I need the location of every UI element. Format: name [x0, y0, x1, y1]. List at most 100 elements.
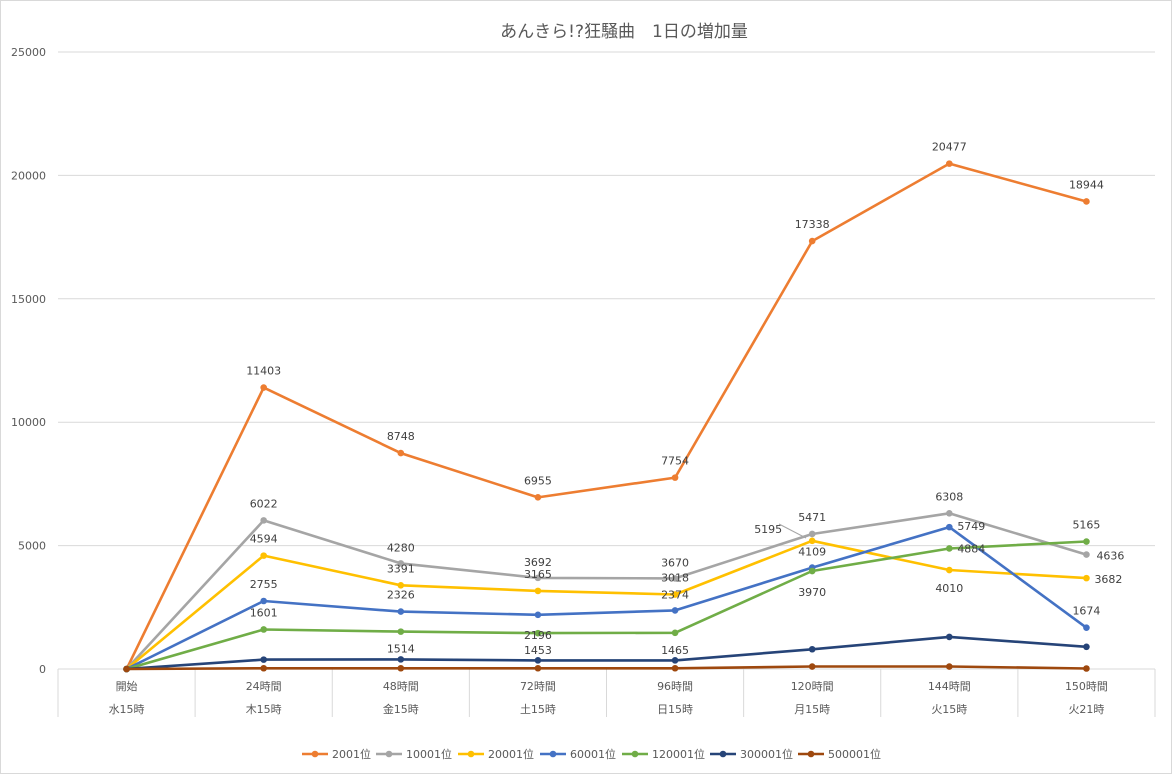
x-tick-label: 120時間 — [791, 680, 834, 693]
data-point — [808, 567, 816, 575]
legend-label: 60001位 — [570, 747, 616, 761]
x-tick-label: 開始 — [116, 679, 138, 693]
series-line — [126, 665, 1087, 671]
series-line — [125, 539, 1087, 671]
data-point — [397, 560, 405, 567]
gridlines — [58, 51, 1155, 547]
legend-label: 2001位 — [332, 747, 371, 761]
data-point — [1083, 643, 1090, 651]
series-line — [125, 511, 1087, 670]
legend-swatch-marker — [549, 750, 557, 758]
x-tick-sublabel: 金15時 — [383, 702, 419, 716]
data-label: 17338 — [795, 218, 830, 231]
data-point — [260, 656, 267, 663]
x-tick-sublabel: 火21時 — [1068, 703, 1104, 716]
data-point — [946, 523, 953, 531]
legend-swatch-marker — [311, 750, 319, 758]
data-point — [534, 657, 542, 664]
data-label: 6308 — [935, 490, 963, 503]
chart-title: あんきら!?狂騒曲 1日の増加量 — [500, 22, 748, 42]
data-point — [671, 657, 679, 664]
data-point — [671, 575, 679, 582]
data-labels: 11403 8748 6955 7754 17338 20477 18944 6022 4280… — [246, 141, 1124, 658]
data-point — [946, 160, 953, 167]
legend-item: 2001位 — [302, 747, 371, 761]
x-tick-label: 72時間 — [520, 680, 556, 693]
data-point — [397, 582, 405, 589]
data-label: 11403 — [246, 365, 281, 378]
data-label: 4109 — [798, 546, 826, 559]
legend-item: 300001位 — [710, 747, 793, 761]
data-point — [260, 552, 267, 559]
data-label: 20477 — [932, 141, 967, 154]
series-line — [126, 525, 1088, 671]
data-label: 7754 — [661, 455, 689, 468]
y-tick-label: 0 — [39, 663, 46, 676]
data-point — [1083, 538, 1090, 545]
data-label: 6022 — [250, 497, 278, 510]
legend-swatch-marker — [467, 750, 475, 758]
legend-label: 120001位 — [652, 747, 705, 761]
data-point — [534, 587, 542, 595]
x-tick-sublabel: 月15時 — [794, 703, 830, 716]
data-point — [1083, 574, 1090, 582]
data-label: 6955 — [524, 474, 552, 487]
data-point — [260, 597, 267, 605]
data-point — [946, 510, 953, 517]
legend-label: 300001位 — [740, 747, 793, 761]
data-point — [808, 537, 816, 545]
data-point — [534, 629, 542, 637]
data-label: 4884 — [957, 542, 985, 555]
data-point — [1083, 551, 1090, 558]
data-label: 1453 — [524, 644, 552, 657]
legend-item: 500001位 — [798, 747, 881, 761]
data-point — [534, 574, 542, 582]
data-point — [808, 237, 816, 245]
series-line — [126, 540, 1087, 671]
data-point — [534, 664, 542, 672]
legend-item: 60001位 — [540, 747, 616, 761]
data-label: 2196 — [524, 629, 552, 642]
data-point — [397, 449, 405, 457]
data-label: 2326 — [387, 589, 415, 602]
x-tick-label: 144時間 — [928, 680, 971, 693]
legend-swatch-marker — [719, 750, 727, 758]
legend-item: 120001位 — [622, 747, 705, 761]
y-tick-label: 20000 — [11, 169, 46, 182]
legend-swatch-marker — [807, 750, 815, 758]
label-leader-line — [778, 523, 807, 539]
data-point — [946, 545, 953, 552]
legend-label: 20001位 — [488, 747, 534, 761]
data-point — [260, 664, 267, 672]
data-point — [123, 665, 130, 673]
data-label: 3682 — [1094, 573, 1122, 586]
data-point — [397, 628, 405, 635]
y-tick-label: 25000 — [11, 46, 46, 59]
data-point — [671, 591, 679, 598]
data-point — [808, 530, 816, 538]
legend-swatch-marker — [385, 750, 393, 758]
data-label: 3018 — [661, 572, 689, 585]
x-tick-label: 24時間 — [246, 680, 282, 693]
x-tick-label: 150時間 — [1065, 680, 1108, 693]
series-line — [126, 635, 1087, 671]
data-point — [808, 663, 816, 670]
data-point — [671, 629, 679, 637]
x-tick-sublabel: 火15時 — [931, 703, 967, 716]
data-label: 4010 — [935, 582, 963, 595]
data-point — [1083, 198, 1090, 205]
legend: 2001位 10001位 20001位 60001位 120001位 300001位 500… — [302, 747, 881, 761]
data-point — [260, 626, 267, 633]
data-point — [671, 607, 679, 614]
data-point — [946, 633, 953, 641]
data-label: 18944 — [1069, 178, 1104, 191]
x-tick-label: 48時間 — [383, 680, 419, 693]
data-point — [1083, 624, 1090, 631]
data-label: 3970 — [798, 586, 826, 599]
data-label: 2374 — [661, 588, 689, 601]
data-point — [946, 663, 953, 670]
legend-swatch-marker — [631, 750, 639, 758]
data-label: 5195 — [754, 523, 782, 536]
